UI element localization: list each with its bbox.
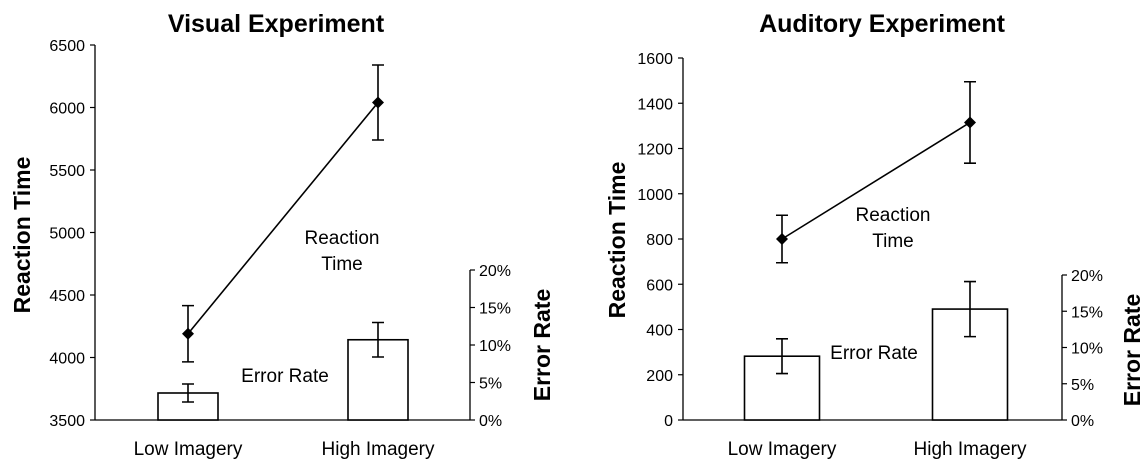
left-tick-label: 5500 xyxy=(49,163,85,180)
error-rate-error-bar xyxy=(964,280,976,338)
left-tick-label: 4500 xyxy=(49,288,85,305)
right-tick-label: 15% xyxy=(479,301,511,318)
left-tick-label: 4000 xyxy=(49,351,85,368)
right-tick-label: 0% xyxy=(1071,413,1094,430)
left-tick-label: 3500 xyxy=(49,413,85,430)
left-tick-label: 200 xyxy=(646,368,673,385)
right-tick-label: 10% xyxy=(479,338,511,355)
auditory-experiment-chart: Auditory Experiment Reaction Time Error … xyxy=(604,10,1145,460)
chart-title: Auditory Experiment xyxy=(759,10,1006,38)
category-label: High Imagery xyxy=(914,439,1027,460)
error-rate-error-bar xyxy=(776,338,788,375)
reaction-time-point xyxy=(372,96,384,109)
right-axis-label: Error Rate xyxy=(529,289,555,401)
reaction-time-point xyxy=(964,116,976,129)
reaction-time-annotation-line1: Reaction xyxy=(305,228,380,249)
right-tick-label: 5% xyxy=(479,376,502,393)
right-axis-label: Error Rate xyxy=(1119,294,1145,406)
left-tick-label: 1600 xyxy=(637,51,673,68)
right-tick-label: 20% xyxy=(479,263,511,280)
reaction-time-annotation-line2: Time xyxy=(872,231,914,252)
left-tick-label: 6500 xyxy=(49,38,85,55)
error-rate-error-bar xyxy=(372,321,384,358)
left-axis-label: Reaction Time xyxy=(9,157,35,314)
left-tick-label: 0 xyxy=(664,413,673,430)
right-tick-label: 0% xyxy=(479,413,502,430)
left-tick-label: 600 xyxy=(646,277,673,294)
chart-title: Visual Experiment xyxy=(168,10,385,38)
reaction-time-point xyxy=(776,233,788,245)
category-label: High Imagery xyxy=(322,439,435,460)
error-rate-annotation: Error Rate xyxy=(241,366,329,387)
right-tick-label: 15% xyxy=(1071,304,1103,321)
right-tick-label: 5% xyxy=(1071,377,1094,394)
left-tick-label: 5000 xyxy=(49,226,85,243)
reaction-time-point xyxy=(182,327,194,340)
reaction-time-line xyxy=(187,101,379,335)
error-rate-error-bar xyxy=(182,383,194,403)
left-tick-label: 1400 xyxy=(637,96,673,113)
left-tick-label: 800 xyxy=(646,232,673,249)
right-tick-label: 20% xyxy=(1071,268,1103,285)
reaction-time-line xyxy=(781,121,971,240)
left-tick-label: 6000 xyxy=(49,101,85,118)
reaction-time-annotation-line2: Time xyxy=(321,254,363,275)
left-tick-label: 1000 xyxy=(637,187,673,204)
left-tick-label: 400 xyxy=(646,323,673,340)
error-rate-annotation: Error Rate xyxy=(830,343,918,364)
visual-experiment-chart: Visual Experiment Reaction Time Error Ra… xyxy=(9,10,555,460)
reaction-time-annotation-line1: Reaction xyxy=(856,205,931,226)
left-tick-label: 1200 xyxy=(637,142,673,159)
left-axis-label: Reaction Time xyxy=(604,162,630,319)
right-tick-label: 10% xyxy=(1071,341,1103,358)
category-label: Low Imagery xyxy=(728,439,837,460)
category-label: Low Imagery xyxy=(134,439,243,460)
